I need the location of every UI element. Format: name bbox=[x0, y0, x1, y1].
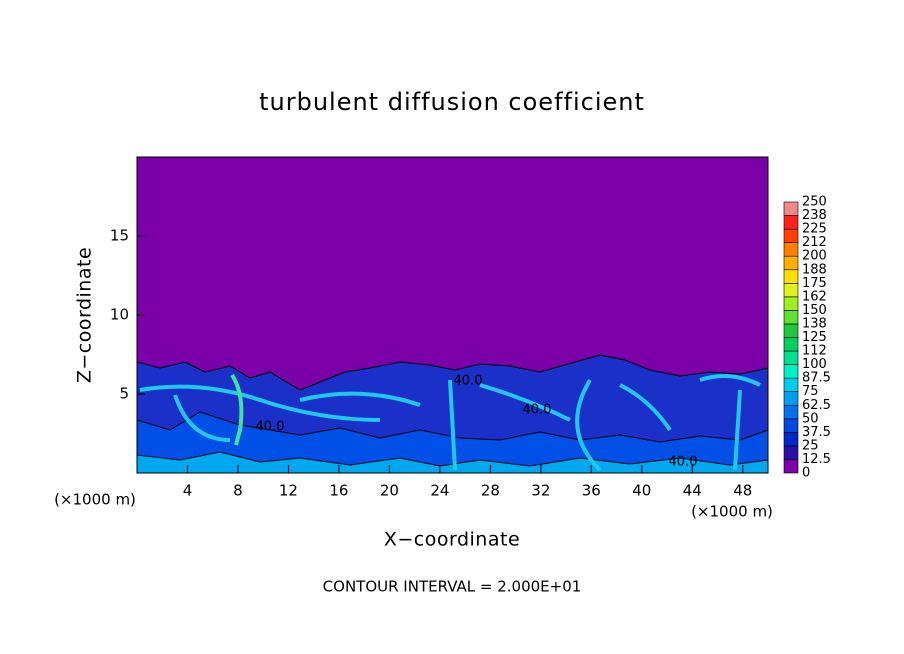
contour-label: 40.0 bbox=[523, 403, 552, 418]
contour-field bbox=[136, 156, 769, 474]
contour-label: 40.0 bbox=[454, 374, 483, 389]
colorbar-label: 238 bbox=[802, 208, 827, 223]
colorbar-label: 150 bbox=[802, 303, 827, 318]
colorbar-bin bbox=[783, 323, 799, 338]
colorbar-label: 212 bbox=[802, 235, 827, 250]
x-axis-label: X−coordinate bbox=[384, 529, 520, 551]
colorbar-label: 100 bbox=[802, 357, 827, 372]
field-streak bbox=[230, 373, 244, 446]
colorbar-label: 162 bbox=[802, 289, 827, 304]
colorbar-label: 225 bbox=[802, 222, 827, 237]
x-tick-label: 20 bbox=[380, 482, 399, 500]
chart-title: turbulent diffusion coefficient bbox=[259, 88, 645, 116]
colorbar-bin bbox=[783, 269, 799, 284]
x-tick-label: 12 bbox=[279, 482, 298, 500]
y-axis-label: Z−coordinate bbox=[74, 247, 96, 383]
y-tick-label: 15 bbox=[110, 227, 129, 245]
colorbar-bin bbox=[783, 255, 799, 271]
colorbar-bin bbox=[783, 296, 799, 311]
colorbar-label: 250 bbox=[802, 195, 827, 210]
contour-label: 40.0 bbox=[256, 420, 285, 435]
contour-label: 40.0 bbox=[669, 455, 698, 470]
colorbar-bin bbox=[783, 215, 799, 230]
colorbar-label: 0 bbox=[802, 466, 810, 481]
colorbar-bin bbox=[783, 445, 799, 460]
x-tick-label: 8 bbox=[233, 482, 243, 500]
x-tick-label: 16 bbox=[329, 482, 348, 500]
colorbar-bin bbox=[783, 350, 799, 365]
colorbar-bin bbox=[783, 201, 799, 216]
x-unit-label: (×1000 m) bbox=[691, 503, 773, 521]
colorbar-label: 50 bbox=[802, 411, 819, 426]
x-tick-label: 44 bbox=[683, 482, 702, 500]
colorbar-label: 175 bbox=[802, 276, 827, 291]
y-tick-label: 5 bbox=[119, 385, 129, 403]
x-tick-label: 36 bbox=[582, 482, 601, 500]
colorbar-bin bbox=[783, 282, 799, 298]
x-tick-label: 40 bbox=[632, 482, 651, 500]
y-tick-label: 10 bbox=[110, 306, 129, 324]
y-unit-label: (×1000 m) bbox=[54, 491, 136, 509]
field-streak bbox=[139, 374, 761, 472]
colorbar-label: 25 bbox=[802, 438, 819, 453]
colorbar-label: 112 bbox=[802, 344, 827, 359]
colorbar-label: 37.5 bbox=[802, 425, 831, 440]
colorbar-label: 87.5 bbox=[802, 371, 831, 386]
colorbar-bin bbox=[783, 337, 799, 352]
x-tick-label: 24 bbox=[430, 482, 449, 500]
colorbar-bin bbox=[783, 242, 799, 257]
colorbar-bin bbox=[783, 391, 799, 406]
colorbar-bin bbox=[783, 459, 799, 474]
colorbar-label: 12.5 bbox=[802, 452, 831, 467]
colorbar-label: 200 bbox=[802, 249, 827, 264]
x-tick-label: 28 bbox=[481, 482, 500, 500]
colorbar-label: 62.5 bbox=[802, 398, 831, 413]
colorbar-label: 75 bbox=[802, 384, 819, 399]
colorbar-label: 125 bbox=[802, 330, 827, 345]
x-tick-label: 32 bbox=[531, 482, 550, 500]
colorbar-bin bbox=[783, 432, 799, 447]
colorbar-label: 188 bbox=[802, 262, 827, 277]
colorbar-label: 138 bbox=[802, 316, 827, 331]
colorbar-bin bbox=[783, 310, 799, 325]
colorbar-bin bbox=[783, 228, 799, 243]
x-tick-label: 4 bbox=[183, 482, 193, 500]
colorbar-bin bbox=[783, 404, 799, 420]
colorbar-bin bbox=[783, 364, 799, 379]
colorbar-bin bbox=[783, 377, 799, 392]
contour-interval-note: CONTOUR INTERVAL = 2.000E+01 bbox=[323, 578, 582, 596]
colorbar-bin bbox=[783, 418, 799, 433]
x-tick-label: 48 bbox=[733, 482, 752, 500]
